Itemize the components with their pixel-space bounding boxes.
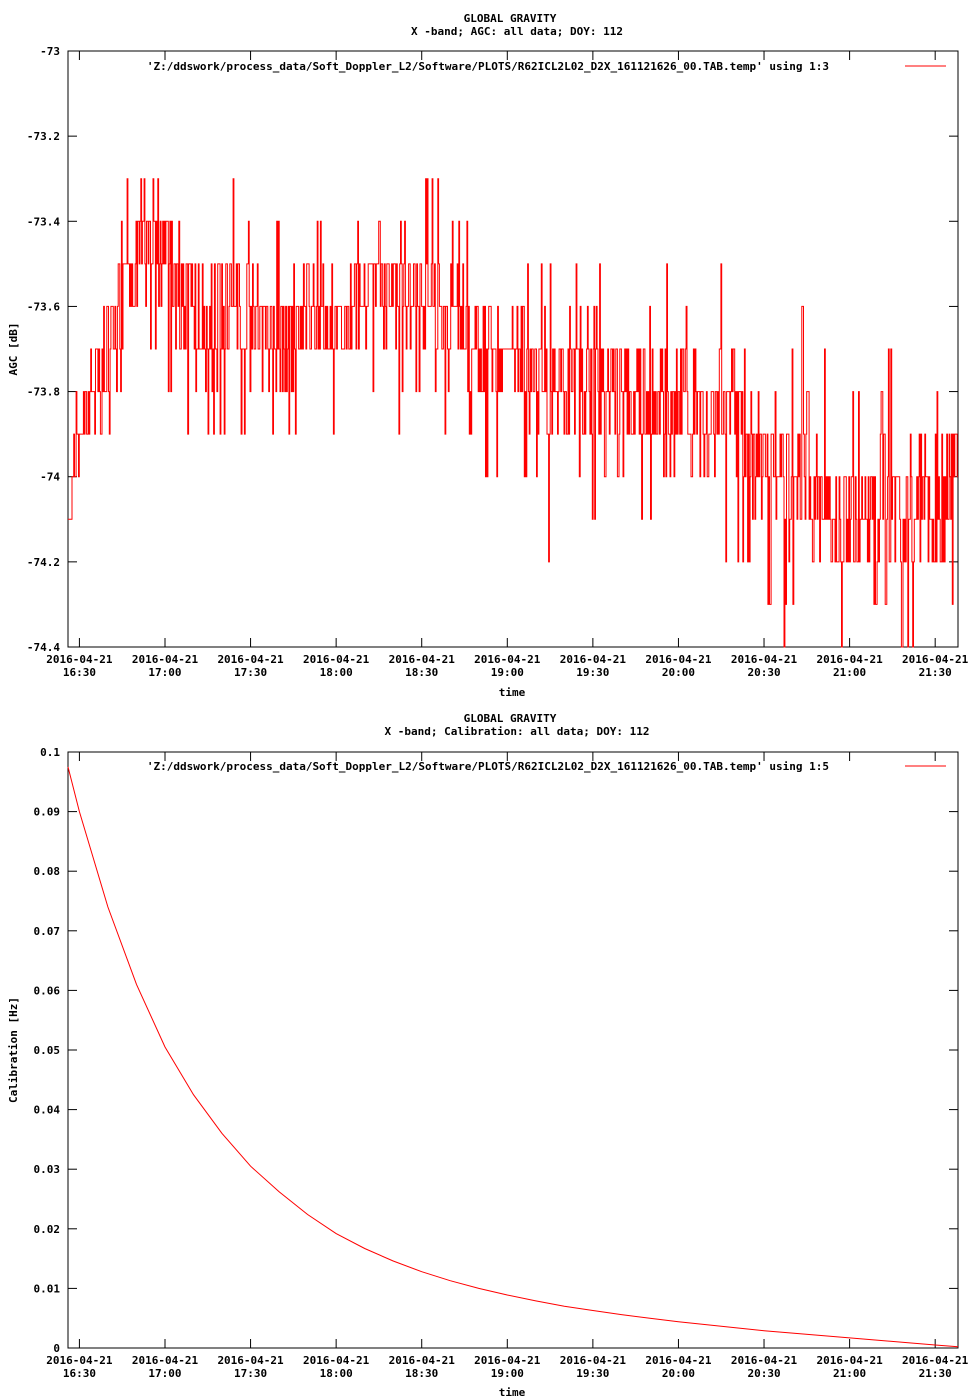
calibration-title: GLOBAL GRAVITY <box>464 712 557 725</box>
agc-ytick-label: -73.6 <box>27 300 60 313</box>
calibration-subtitle: X -band; Calibration: all data; DOY: 112 <box>385 725 650 738</box>
agc-plot-frame <box>67 50 959 648</box>
calibration-xtick-time: 16:30 <box>63 1367 96 1380</box>
agc-xtick-time: 20:30 <box>747 666 780 679</box>
agc-xtick-date: 2016-04-21 <box>389 653 456 666</box>
calibration-ylabel: Calibration [Hz] <box>7 997 20 1103</box>
calibration-ytick-label: 0.04 <box>34 1104 61 1117</box>
calibration-xtick-time: 21:30 <box>919 1367 952 1380</box>
agc-ytick-label: -74.2 <box>27 556 60 569</box>
agc-xtick-date: 2016-04-21 <box>217 653 284 666</box>
calibration-xtick-time: 19:30 <box>576 1367 609 1380</box>
calibration-xtick-date: 2016-04-21 <box>645 1354 712 1367</box>
agc-series-line <box>68 178 958 648</box>
calibration-ytick-label: 0.03 <box>34 1163 61 1176</box>
agc-ytick-label: -73 <box>40 45 60 58</box>
agc-xtick-time: 19:00 <box>491 666 524 679</box>
calibration-xtick-time: 19:00 <box>491 1367 524 1380</box>
calibration-xtick-time: 18:30 <box>405 1367 438 1380</box>
calibration-panel: GLOBAL GRAVITY X -band; Calibration: all… <box>7 712 969 1399</box>
calibration-xtick-time: 20:30 <box>747 1367 780 1380</box>
agc-title: GLOBAL GRAVITY <box>464 12 557 25</box>
agc-xtick-date: 2016-04-21 <box>132 653 199 666</box>
agc-xtick-time: 19:30 <box>576 666 609 679</box>
calibration-xtick-date: 2016-04-21 <box>816 1354 883 1367</box>
calibration-ytick-label: 0.02 <box>34 1223 61 1236</box>
agc-xtick-date: 2016-04-21 <box>645 653 712 666</box>
calibration-xtick-date: 2016-04-21 <box>217 1354 284 1367</box>
calibration-xtick-date: 2016-04-21 <box>560 1354 627 1367</box>
calibration-xtick-date: 2016-04-21 <box>303 1354 370 1367</box>
calibration-plot-frame <box>67 751 959 1349</box>
agc-ytick-label: -74 <box>40 471 60 484</box>
agc-xtick-time: 18:30 <box>405 666 438 679</box>
agc-xtick-date: 2016-04-21 <box>816 653 883 666</box>
calibration-xtick-date: 2016-04-21 <box>474 1354 541 1367</box>
agc-ytick-label: -73.8 <box>27 386 60 399</box>
agc-xtick-time: 21:00 <box>833 666 866 679</box>
calibration-xtick-time: 17:00 <box>148 1367 181 1380</box>
agc-xtick-time: 21:30 <box>919 666 952 679</box>
agc-xtick-date: 2016-04-21 <box>560 653 627 666</box>
calibration-xtick-time: 21:00 <box>833 1367 866 1380</box>
calibration-xlabel: time <box>499 1386 526 1399</box>
calibration-xtick-time: 18:00 <box>320 1367 353 1380</box>
calibration-ytick-label: 0.1 <box>40 746 60 759</box>
calibration-xtick-date: 2016-04-21 <box>902 1354 969 1367</box>
agc-axes: -73-73.2-73.4-73.6-73.8-74-74.2-74.42016… <box>27 45 969 679</box>
agc-ytick-label: -73.4 <box>27 215 60 228</box>
calibration-xtick-date: 2016-04-21 <box>731 1354 798 1367</box>
calibration-legend-label: 'Z:/ddswork/process_data/Soft_Doppler_L2… <box>147 760 829 773</box>
calibration-ytick-label: 0.07 <box>34 925 61 938</box>
agc-xlabel: time <box>499 686 526 699</box>
calibration-ytick-label: 0.09 <box>34 806 61 819</box>
calibration-ytick-label: 0.08 <box>34 865 61 878</box>
calibration-xtick-time: 20:00 <box>662 1367 695 1380</box>
agc-xtick-date: 2016-04-21 <box>474 653 541 666</box>
agc-xtick-time: 18:00 <box>320 666 353 679</box>
calibration-series-line <box>67 766 959 1348</box>
agc-xtick-time: 17:30 <box>234 666 267 679</box>
calibration-ytick-label: 0 <box>53 1342 60 1355</box>
agc-panel: GLOBAL GRAVITY X -band; AGC: all data; D… <box>7 12 969 699</box>
agc-ytick-label: -73.2 <box>27 130 60 143</box>
agc-xtick-date: 2016-04-21 <box>303 653 370 666</box>
agc-subtitle: X -band; AGC: all data; DOY: 112 <box>411 25 623 38</box>
calibration-xtick-date: 2016-04-21 <box>132 1354 199 1367</box>
agc-xtick-time: 20:00 <box>662 666 695 679</box>
agc-ylabel: AGC [dB] <box>7 323 20 376</box>
calibration-axes: 0.1 0.09 0.08 0.07 0.06 0.05 0.04 0.03 0.02 0.01 0… <box>34 746 969 1380</box>
calibration-ytick-label: 0.05 <box>34 1044 61 1057</box>
agc-xtick-date: 2016-04-21 <box>731 653 798 666</box>
calibration-ytick-label: 0.01 <box>34 1282 61 1295</box>
agc-xtick-time: 16:30 <box>63 666 96 679</box>
calibration-xtick-date: 2016-04-21 <box>46 1354 113 1367</box>
agc-ytick-label: -74.4 <box>27 641 60 654</box>
agc-xtick-time: 17:00 <box>148 666 181 679</box>
agc-xtick-date: 2016-04-21 <box>902 653 969 666</box>
calibration-xtick-time: 17:30 <box>234 1367 267 1380</box>
agc-legend-label: 'Z:/ddswork/process_data/Soft_Doppler_L2… <box>147 60 829 73</box>
calibration-xtick-date: 2016-04-21 <box>389 1354 456 1367</box>
agc-xtick-date: 2016-04-21 <box>46 653 113 666</box>
calibration-ytick-label: 0.06 <box>34 984 61 997</box>
